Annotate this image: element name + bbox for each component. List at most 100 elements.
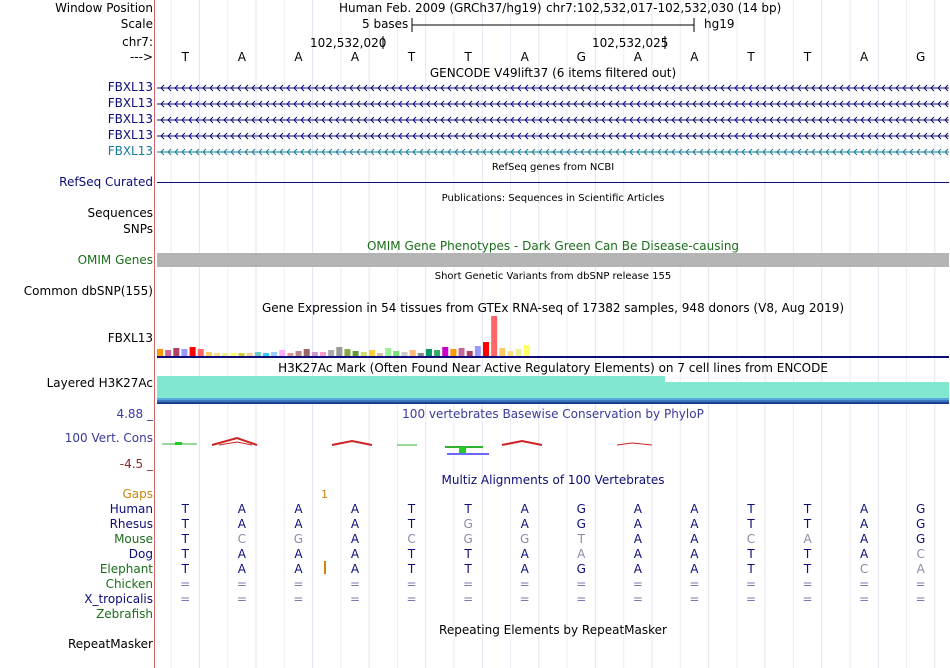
strand-chevron (867, 116, 872, 124)
strand-chevron (552, 116, 557, 124)
gtex-tissue-bar (189, 347, 196, 356)
strand-chevron (524, 148, 529, 156)
repeatmasker-track-title[interactable]: Repeating Elements by RepeatMasker (439, 623, 667, 637)
strand-chevron (510, 84, 515, 92)
position-text: chr7:102,532,017-102,532,030 (14 bp) (546, 1, 782, 15)
species-label[interactable]: Rhesus (109, 517, 153, 531)
strand-chevron (804, 100, 809, 108)
dbsnp-label[interactable]: Common dbSNP(155) (23, 284, 153, 298)
gtex-track-title[interactable]: Gene Expression in 54 tissues from GTEx … (261, 301, 845, 315)
species-label[interactable]: Mouse (114, 532, 153, 546)
strand-chevron (496, 84, 501, 92)
strand-chevron (363, 100, 368, 108)
species-label[interactable]: Human (109, 502, 153, 516)
gencode-item-label[interactable]: FBXL13 (107, 144, 153, 158)
strand-chevron (608, 116, 613, 124)
strand-chevron (216, 100, 221, 108)
strand-chevron (272, 132, 277, 140)
strand-chevron (580, 116, 585, 124)
phylop-track-title[interactable]: 100 vertebrates Basewise Conservation by… (402, 407, 704, 421)
h3k27ac-track-title[interactable]: H3K27Ac Mark (Often Found Near Active Re… (278, 361, 828, 375)
h3k27ac-label[interactable]: Layered H3K27Ac (46, 376, 153, 390)
omim-gene-bar[interactable] (157, 253, 949, 267)
strand-chevron (930, 84, 935, 92)
h3k27ac-signal[interactable] (157, 376, 949, 406)
strand-arrow-label[interactable]: ---> (129, 50, 153, 64)
snps-label[interactable]: SNPs (123, 222, 153, 236)
strand-chevron (573, 100, 578, 108)
strand-chevron (944, 148, 949, 156)
alignment-base: A (237, 517, 246, 531)
phylop-label[interactable]: 100 Vert. Cons (64, 431, 153, 445)
refseq-track-title[interactable]: RefSeq genes from NCBI (491, 162, 615, 173)
strand-chevron (405, 84, 410, 92)
strand-chevron (790, 132, 795, 140)
strand-chevron (727, 132, 732, 140)
strand-chevron (888, 148, 893, 156)
strand-chevron (356, 116, 361, 124)
sequences-label[interactable]: Sequences (87, 206, 153, 220)
strand-chevron (335, 132, 340, 140)
gencode-gene-lines[interactable] (157, 80, 949, 158)
strand-chevron (286, 116, 291, 124)
gtex-tissue-bar (523, 345, 530, 356)
alignment-base: T (181, 547, 189, 561)
strand-chevron (195, 116, 200, 124)
alignment-base: = (745, 592, 757, 606)
strand-chevron (608, 148, 613, 156)
strand-chevron (370, 84, 375, 92)
strand-chevron (251, 132, 256, 140)
strand-chevron (244, 100, 249, 108)
strand-chevron (412, 84, 417, 92)
omim-track-title[interactable]: OMIM Gene Phenotypes - Dark Green Can Be… (366, 239, 740, 253)
strand-chevron (615, 84, 620, 92)
alignment-base: G (576, 517, 586, 531)
gencode-item-label[interactable]: FBXL13 (107, 96, 153, 110)
strand-chevron (769, 100, 774, 108)
strand-chevron (867, 100, 872, 108)
gtex-label[interactable]: FBXL13 (107, 331, 153, 345)
strand-chevron (671, 132, 676, 140)
strand-chevron (573, 116, 578, 124)
strand-chevron (874, 148, 879, 156)
strand-chevron (615, 132, 620, 140)
strand-chevron (531, 132, 536, 140)
dbsnp-track-title[interactable]: Short Genetic Variants from dbSNP releas… (434, 271, 672, 282)
refseq-label[interactable]: RefSeq Curated (59, 175, 153, 189)
strand-chevron (797, 148, 802, 156)
strand-chevron (356, 100, 361, 108)
alignment-base: = (689, 592, 700, 606)
gencode-track-title[interactable]: GENCODE V49lift37 (6 items filtered out) (429, 66, 677, 80)
alignment-base: T (181, 562, 189, 576)
strand-chevron (538, 100, 543, 108)
strand-chevron (328, 116, 333, 124)
strand-chevron (475, 84, 480, 92)
phylop-signal[interactable] (157, 432, 949, 460)
gencode-item-label[interactable]: FBXL13 (107, 112, 153, 126)
gencode-item-label[interactable]: FBXL13 (107, 80, 153, 94)
species-label[interactable]: X_tropicalis (84, 592, 153, 606)
strand-chevron (657, 100, 662, 108)
species-label[interactable]: Elephant (99, 562, 153, 576)
gtex-expression-bars[interactable] (157, 316, 949, 358)
omim-label[interactable]: OMIM Genes (77, 253, 153, 267)
publications-track-title[interactable]: Publications: Sequences in Scientific Ar… (441, 193, 665, 204)
alignment-base: A (860, 547, 869, 561)
strand-chevron (923, 148, 928, 156)
strand-chevron (699, 132, 704, 140)
species-label[interactable]: Zebrafish (96, 607, 153, 621)
repeatmasker-label[interactable]: RepeatMasker (67, 637, 153, 651)
strand-chevron (776, 132, 781, 140)
gencode-item-label[interactable]: FBXL13 (107, 128, 153, 142)
alignment-base: A (803, 532, 812, 546)
strand-chevron (811, 148, 816, 156)
species-label[interactable]: Chicken (105, 577, 153, 591)
strand-chevron (566, 148, 571, 156)
multiz-track-title[interactable]: Multiz Alignments of 100 Vertebrates (441, 473, 665, 487)
gtex-tissue-bar (246, 353, 253, 356)
strand-chevron (314, 84, 319, 92)
refseq-gene-line[interactable] (157, 182, 949, 183)
species-label[interactable]: Dog (128, 547, 153, 561)
gtex-tissue-bar (450, 349, 457, 356)
